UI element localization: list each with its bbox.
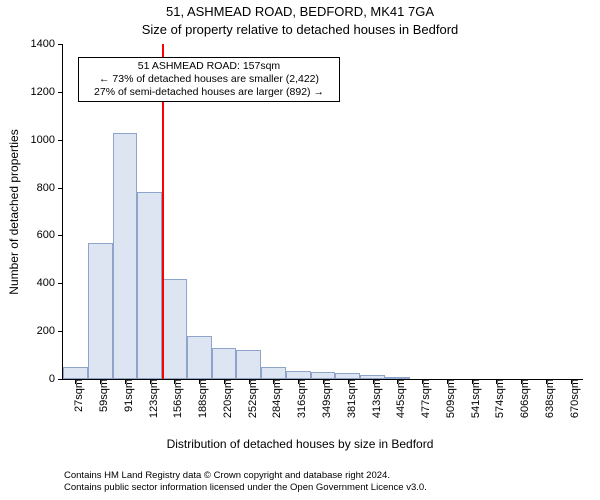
- annotation-box: 51 ASHMEAD ROAD: 157sqm ← 73% of detache…: [78, 57, 340, 102]
- y-tick: 1200: [31, 86, 63, 98]
- histogram-bar: [162, 279, 187, 380]
- histogram-bar: [187, 336, 212, 379]
- annotation-line: 27% of semi-detached houses are larger (…: [83, 86, 335, 99]
- x-tick-label: 349sqm: [313, 379, 333, 418]
- x-tick-label: 284sqm: [263, 379, 283, 418]
- page-subtitle: Size of property relative to detached ho…: [0, 22, 600, 37]
- y-axis-label: Number of detached properties: [7, 127, 21, 297]
- x-tick-label: 574sqm: [486, 379, 506, 418]
- histogram-bar: [113, 133, 138, 379]
- x-tick-label: 123sqm: [140, 379, 160, 418]
- x-tick-label: 252sqm: [239, 379, 259, 418]
- y-tick: 0: [49, 373, 63, 385]
- x-tick-label: 156sqm: [164, 379, 184, 418]
- x-tick-label: 670sqm: [561, 379, 581, 418]
- x-tick-label: 445sqm: [387, 379, 407, 418]
- x-tick-label: 188sqm: [189, 379, 209, 418]
- y-tick: 1400: [31, 38, 63, 50]
- x-tick-label: 413sqm: [363, 379, 383, 418]
- page-title: 51, ASHMEAD ROAD, BEDFORD, MK41 7GA: [0, 4, 600, 19]
- y-tick: 600: [37, 229, 63, 241]
- y-tick: 800: [37, 182, 63, 194]
- x-tick-label: 606sqm: [511, 379, 531, 418]
- histogram-bar: [63, 367, 88, 379]
- histogram-bar: [236, 350, 261, 379]
- histogram-bar: [261, 367, 286, 379]
- attribution-footer: Contains HM Land Registry data © Crown c…: [64, 470, 427, 495]
- histogram-bar: [88, 243, 113, 379]
- annotation-line: ← 73% of detached houses are smaller (2,…: [83, 73, 335, 86]
- y-tick: 200: [37, 325, 63, 337]
- footer-line: Contains public sector information licen…: [64, 482, 427, 494]
- histogram-bar: [212, 348, 237, 379]
- x-tick-label: 220sqm: [214, 379, 234, 418]
- x-tick-label: 477sqm: [412, 379, 432, 418]
- x-tick-label: 59sqm: [90, 379, 110, 412]
- x-tick-label: 27sqm: [65, 379, 85, 412]
- histogram-bar: [286, 371, 311, 379]
- x-tick-label: 316sqm: [288, 379, 308, 418]
- annotation-line: 51 ASHMEAD ROAD: 157sqm: [83, 60, 335, 73]
- y-tick: 400: [37, 277, 63, 289]
- x-tick-label: 509sqm: [437, 379, 457, 418]
- footer-line: Contains HM Land Registry data © Crown c…: [64, 470, 427, 482]
- x-tick-label: 381sqm: [338, 379, 358, 418]
- y-tick: 1000: [31, 134, 63, 146]
- histogram-bar: [137, 192, 162, 379]
- x-tick-label: 91sqm: [115, 379, 135, 412]
- x-axis-label: Distribution of detached houses by size …: [0, 437, 600, 451]
- histogram-bar: [311, 372, 336, 379]
- x-tick-label: 638sqm: [536, 379, 556, 418]
- x-tick-label: 541sqm: [462, 379, 482, 418]
